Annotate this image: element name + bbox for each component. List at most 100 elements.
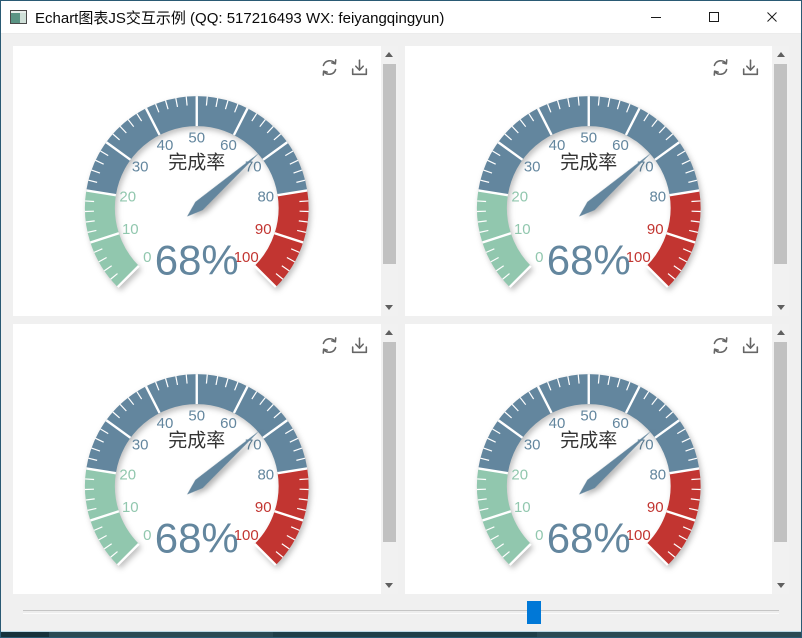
svg-text:68%: 68% [546, 514, 630, 561]
svg-text:68%: 68% [546, 236, 630, 283]
download-icon [351, 59, 367, 76]
scroll-down-icon [385, 305, 393, 310]
svg-text:60: 60 [612, 137, 629, 154]
svg-text:完成率: 完成率 [560, 152, 617, 174]
svg-text:70: 70 [245, 436, 262, 453]
taskbar-peek-segment [273, 632, 537, 637]
chart-toolbox [319, 335, 370, 356]
svg-text:60: 60 [220, 415, 237, 432]
scroll-up-button[interactable] [381, 47, 398, 62]
svg-text:60: 60 [220, 137, 237, 154]
slider-handle[interactable] [527, 601, 542, 624]
svg-text:0: 0 [143, 249, 151, 266]
svg-text:50: 50 [188, 130, 205, 147]
svg-text:40: 40 [548, 415, 565, 432]
svg-text:80: 80 [649, 189, 666, 206]
svg-text:20: 20 [119, 189, 136, 206]
svg-text:100: 100 [625, 249, 650, 266]
vertical-scrollbar[interactable] [380, 324, 398, 594]
scroll-up-button[interactable] [772, 325, 789, 340]
svg-text:60: 60 [612, 415, 629, 432]
titlebar: Echart图表JS交互示例 (QQ: 517216493 WX: feiyan… [1, 1, 801, 34]
scroll-down-icon [776, 583, 785, 588]
svg-text:10: 10 [513, 499, 530, 516]
svg-text:70: 70 [245, 158, 262, 175]
maximize-icon [709, 12, 719, 22]
scroll-up-button[interactable] [772, 47, 789, 62]
scrollbar-thumb[interactable] [774, 342, 787, 542]
caption-buttons [627, 1, 801, 33]
scrollbar-thumb[interactable] [774, 64, 787, 264]
scroll-down-button[interactable] [381, 578, 398, 593]
scroll-up-icon [385, 330, 393, 335]
slider-groove[interactable] [23, 610, 779, 614]
scroll-up-icon [385, 52, 393, 57]
svg-text:0: 0 [143, 527, 151, 544]
svg-text:0: 0 [535, 249, 543, 266]
scroll-down-button[interactable] [772, 578, 789, 593]
svg-text:90: 90 [646, 499, 663, 516]
svg-text:完成率: 完成率 [168, 430, 225, 452]
svg-text:100: 100 [234, 527, 259, 544]
svg-text:80: 80 [649, 467, 666, 484]
svg-text:30: 30 [132, 436, 149, 453]
refresh-icon [322, 59, 336, 76]
svg-text:50: 50 [188, 408, 205, 425]
taskbar-strip [1, 632, 801, 637]
chart-toolbox [710, 335, 761, 356]
vertical-scrollbar[interactable] [772, 46, 789, 316]
svg-text:30: 30 [523, 436, 540, 453]
refresh-button[interactable] [319, 57, 340, 78]
taskbar-peek-segment [49, 632, 273, 637]
save-image-button[interactable] [349, 57, 370, 78]
svg-text:40: 40 [157, 415, 174, 432]
close-icon [767, 12, 777, 22]
refresh-icon [713, 337, 728, 354]
maximize-button[interactable] [685, 1, 743, 33]
download-icon [742, 59, 759, 76]
taskbar-peek-segment [537, 632, 801, 637]
svg-text:70: 70 [636, 436, 653, 453]
svg-text:80: 80 [257, 467, 274, 484]
vertical-scrollbar[interactable] [772, 324, 789, 594]
svg-text:90: 90 [646, 221, 663, 238]
save-image-button[interactable] [740, 335, 761, 356]
svg-text:70: 70 [636, 158, 653, 175]
svg-text:50: 50 [580, 408, 597, 425]
svg-text:30: 30 [132, 158, 149, 175]
save-image-button[interactable] [349, 335, 370, 356]
refresh-button[interactable] [319, 335, 340, 356]
horizontal-slider [13, 594, 789, 632]
scrollbar-thumb[interactable] [382, 64, 396, 264]
svg-text:完成率: 完成率 [168, 152, 225, 174]
close-button[interactable] [743, 1, 801, 33]
scroll-up-button[interactable] [381, 325, 398, 340]
save-image-button[interactable] [740, 57, 761, 78]
vertical-scrollbar[interactable] [380, 46, 398, 316]
taskbar-peek-segment [1, 632, 49, 637]
scroll-down-icon [385, 583, 393, 588]
svg-text:68%: 68% [155, 236, 239, 283]
scroll-up-icon [776, 52, 785, 57]
svg-text:100: 100 [625, 527, 650, 544]
svg-text:10: 10 [122, 221, 139, 238]
scroll-down-button[interactable] [772, 300, 789, 315]
scroll-down-button[interactable] [381, 300, 398, 315]
svg-text:40: 40 [157, 137, 174, 154]
minimize-button[interactable] [627, 1, 685, 33]
svg-text:68%: 68% [155, 514, 239, 561]
app-icon [10, 10, 27, 24]
refresh-button[interactable] [710, 335, 731, 356]
refresh-icon [713, 59, 728, 76]
svg-text:0: 0 [535, 527, 543, 544]
scroll-up-icon [776, 330, 785, 335]
svg-text:30: 30 [523, 158, 540, 175]
refresh-button[interactable] [710, 57, 731, 78]
svg-text:90: 90 [255, 499, 272, 516]
download-icon [351, 337, 367, 354]
scrollbar-thumb[interactable] [382, 342, 396, 542]
